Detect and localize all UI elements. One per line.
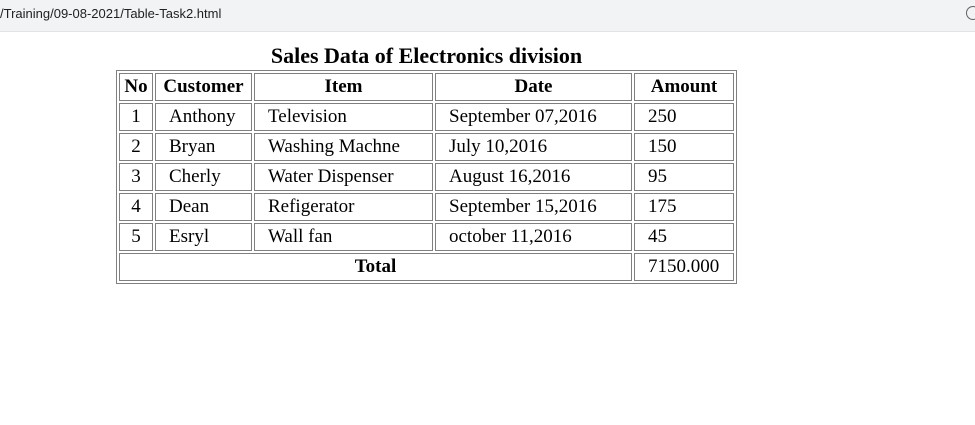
cell-no: 2	[119, 133, 153, 161]
cell-no: 1	[119, 103, 153, 131]
cell-customer: Anthony	[155, 103, 252, 131]
cell-item: Refigerator	[254, 193, 433, 221]
cell-item: Washing Machne	[254, 133, 433, 161]
page-content: Sales Data of Electronics division No Cu…	[0, 33, 975, 425]
cell-date: September 07,2016	[435, 103, 632, 131]
cell-amount: 250	[634, 103, 734, 131]
total-value: 7150.000	[634, 253, 734, 281]
header-item: Item	[254, 73, 433, 101]
cell-amount: 175	[634, 193, 734, 221]
cell-date: october 11,2016	[435, 223, 632, 251]
cell-customer: Bryan	[155, 133, 252, 161]
info-icon[interactable]	[966, 6, 975, 20]
table-row: 2 Bryan Washing Machne July 10,2016 150	[119, 133, 734, 161]
cell-date: September 15,2016	[435, 193, 632, 221]
cell-customer: Esryl	[155, 223, 252, 251]
sales-table: Sales Data of Electronics division No Cu…	[116, 43, 737, 284]
total-row: Total 7150.000	[119, 253, 734, 281]
cell-amount: 95	[634, 163, 734, 191]
cell-no: 5	[119, 223, 153, 251]
cell-date: July 10,2016	[435, 133, 632, 161]
header-row: No Customer Item Date Amount	[119, 73, 734, 101]
table-row: 1 Anthony Television September 07,2016 2…	[119, 103, 734, 131]
table-row: 5 Esryl Wall fan october 11,2016 45	[119, 223, 734, 251]
cell-no: 3	[119, 163, 153, 191]
cell-amount: 45	[634, 223, 734, 251]
url-text[interactable]: /Training/09-08-2021/Table-Task2.html	[0, 6, 222, 21]
cell-item: Wall fan	[254, 223, 433, 251]
cell-customer: Dean	[155, 193, 252, 221]
table-row: 3 Cherly Water Dispenser August 16,2016 …	[119, 163, 734, 191]
table-caption: Sales Data of Electronics division	[270, 43, 583, 68]
cell-amount: 150	[634, 133, 734, 161]
cell-item: Water Dispenser	[254, 163, 433, 191]
cell-date: August 16,2016	[435, 163, 632, 191]
cell-customer: Cherly	[155, 163, 252, 191]
cell-item: Television	[254, 103, 433, 131]
header-date: Date	[435, 73, 632, 101]
header-customer: Customer	[155, 73, 252, 101]
address-bar[interactable]: /Training/09-08-2021/Table-Task2.html	[0, 0, 975, 32]
total-label: Total	[119, 253, 632, 281]
header-no: No	[119, 73, 153, 101]
header-amount: Amount	[634, 73, 734, 101]
table-row: 4 Dean Refigerator September 15,2016 175	[119, 193, 734, 221]
cell-no: 4	[119, 193, 153, 221]
